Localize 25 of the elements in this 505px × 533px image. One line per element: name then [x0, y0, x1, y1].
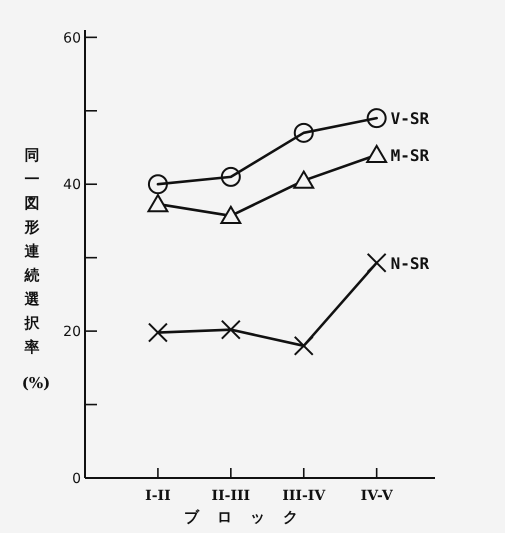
point [220, 166, 241, 187]
point [220, 320, 241, 340]
y-tick-label: 20 [63, 324, 81, 340]
series-label: M-SR [390, 146, 430, 165]
point [293, 170, 314, 189]
x-tick-label: III-IV [282, 488, 326, 504]
x-tick-label: II-III [212, 488, 250, 504]
text: 同一図形連続選択率 (%) [22, 146, 50, 392]
point [220, 206, 242, 224]
point [366, 144, 388, 164]
x-axis-title: ブロック [184, 508, 316, 526]
point [148, 174, 168, 194]
point [366, 108, 387, 128]
point [366, 252, 387, 273]
x-tick-label: I-II [145, 488, 171, 504]
y-tick-label: 40 [63, 177, 81, 194]
point [147, 194, 168, 212]
point [294, 122, 314, 143]
y-tick-label: 60 [63, 30, 81, 46]
x-tick-label: IV-V [360, 488, 394, 504]
series-label: N-SR [390, 254, 430, 273]
series-label: V-SR [390, 109, 430, 128]
point [294, 336, 314, 356]
point [148, 322, 168, 343]
y-tick-label: 0 [72, 471, 81, 487]
